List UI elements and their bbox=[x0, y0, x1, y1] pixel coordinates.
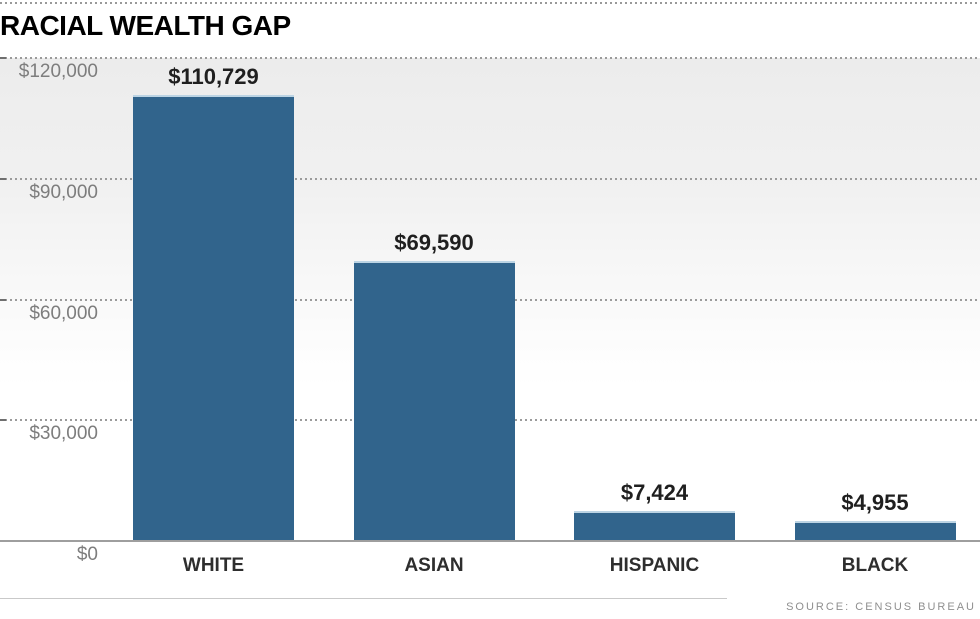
top-dotted-border bbox=[0, 2, 980, 4]
y-axis-label: $60,000 bbox=[29, 302, 98, 324]
y-axis-label: $120,000 bbox=[18, 61, 98, 82]
y-axis-label: $30,000 bbox=[29, 423, 98, 445]
category-label-asian: ASIAN bbox=[404, 555, 464, 576]
y-axis-label: $90,000 bbox=[29, 181, 98, 203]
bar-white bbox=[133, 95, 294, 541]
source-attribution: SOURCE: CENSUS BUREAU bbox=[786, 601, 976, 613]
category-label-hispanic: HISPANIC bbox=[609, 555, 700, 576]
y-axis-tick bbox=[0, 298, 6, 301]
bar-value-label: $110,729 bbox=[168, 64, 259, 90]
footer-divider bbox=[0, 598, 727, 599]
bar-value-label: $69,590 bbox=[394, 229, 474, 255]
gridline bbox=[0, 57, 980, 59]
y-axis-tick bbox=[0, 177, 6, 180]
category-label-black: BLACK bbox=[841, 555, 909, 576]
y-axis-tick bbox=[0, 419, 6, 422]
y-axis-label: $0 bbox=[76, 544, 98, 565]
x-axis-baseline bbox=[0, 540, 980, 542]
y-axis-tick bbox=[0, 57, 6, 59]
bar-value-label: $4,955 bbox=[841, 490, 909, 516]
category-label-white: WHITE bbox=[182, 555, 245, 576]
gridline bbox=[0, 177, 980, 180]
bar-hispanic bbox=[574, 511, 735, 541]
chart-title: RACIAL WEALTH GAP bbox=[0, 10, 291, 41]
bar-value-label: $7,424 bbox=[620, 480, 689, 506]
bar-black bbox=[794, 521, 956, 541]
bar-asian bbox=[353, 260, 515, 541]
